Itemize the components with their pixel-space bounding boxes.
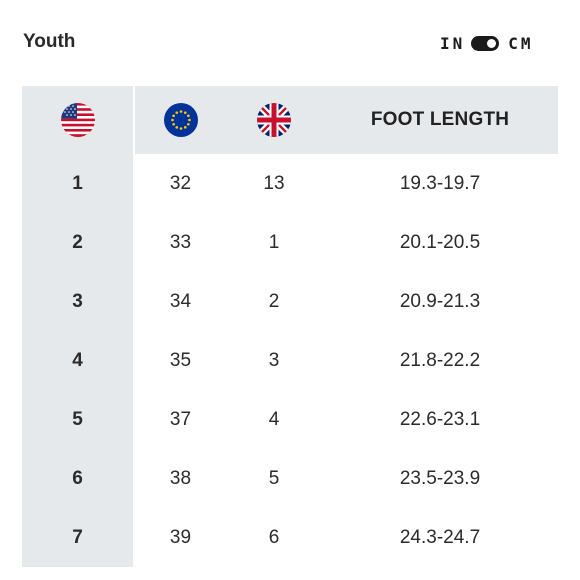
table-row: 3 34 2 20.9-21.3 — [22, 272, 558, 331]
cell-eu: 39 — [169, 526, 192, 548]
cell-foot-length: 22.6-23.1 — [399, 408, 481, 430]
cell-eu: 32 — [169, 172, 192, 194]
table-row: 4 35 3 21.8-22.2 — [22, 331, 558, 390]
table-row: 2 33 1 20.1-20.5 — [22, 213, 558, 272]
cell-us: 4 — [22, 331, 135, 390]
cell-us: 5 — [22, 390, 135, 449]
cell-us: 2 — [22, 213, 135, 272]
cell-foot-length: 19.3-19.7 — [399, 172, 481, 194]
cell-uk: 1 — [268, 231, 280, 253]
cell-foot-length: 20.1-20.5 — [399, 231, 481, 253]
cell-eu: 38 — [169, 467, 192, 489]
cell-us: 1 — [22, 154, 135, 213]
cell-uk: 4 — [268, 408, 280, 430]
cell-uk: 6 — [268, 526, 280, 548]
table-row: 6 38 5 23.5-23.9 — [22, 449, 558, 508]
size-table: FOOT LENGTH 1 32 13 19.3-19.7 2 33 1 20.1-20.5 3… — [22, 86, 558, 567]
table-header-row: FOOT LENGTH — [22, 86, 558, 154]
unit-label-cm[interactable]: CM — [508, 33, 534, 53]
cell-uk: 5 — [268, 467, 280, 489]
column-header-eu — [134, 86, 226, 154]
unit-switch[interactable] — [471, 35, 500, 51]
cell-eu: 33 — [169, 231, 192, 253]
cell-eu: 34 — [169, 290, 192, 312]
column-header-uk — [226, 86, 322, 154]
cell-eu: 37 — [169, 408, 192, 430]
cell-us: 6 — [22, 449, 135, 508]
column-header-foot-length: FOOT LENGTH — [322, 86, 558, 154]
cell-foot-length: 20.9-21.3 — [399, 290, 481, 312]
cell-uk: 13 — [263, 172, 285, 194]
table-row: 1 32 13 19.3-19.7 — [22, 154, 558, 213]
chart-title: Youth — [23, 31, 76, 52]
cell-us: 3 — [22, 272, 135, 331]
cell-uk: 3 — [268, 349, 280, 371]
unit-toggle[interactable]: IN CM — [440, 31, 534, 55]
us-flag-icon — [60, 103, 95, 137]
cell-foot-length: 23.5-23.9 — [399, 467, 481, 489]
unit-label-in[interactable]: IN — [440, 33, 466, 53]
cell-foot-length: 24.3-24.7 — [399, 526, 481, 548]
table-row: 7 39 6 24.3-24.7 — [22, 508, 558, 567]
eu-flag-icon — [163, 103, 198, 137]
table-row: 5 37 4 22.6-23.1 — [22, 390, 558, 449]
switch-knob — [487, 38, 497, 48]
cell-eu: 35 — [169, 349, 192, 371]
column-header-us — [22, 86, 135, 154]
uk-flag-icon — [257, 103, 291, 137]
cell-foot-length: 21.8-22.2 — [399, 349, 481, 371]
cell-us: 7 — [22, 508, 135, 567]
cell-uk: 2 — [268, 290, 280, 312]
